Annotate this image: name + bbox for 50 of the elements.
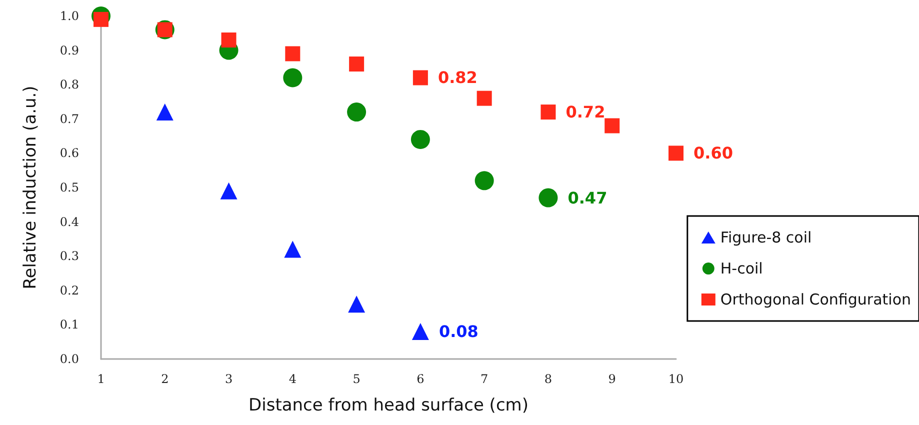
y-tick-label: 0.3 (60, 249, 79, 264)
point (221, 32, 236, 48)
point (283, 68, 302, 88)
point (412, 70, 428, 86)
x-tick-label: 2 (161, 372, 169, 386)
x-tick-label: 10 (668, 372, 684, 386)
x-tick-label: 8 (544, 372, 552, 386)
legend-label: Figure-8 coil (720, 228, 812, 246)
point (156, 104, 174, 121)
y-tick-label: 0.8 (60, 78, 79, 92)
y-axis-title: Relative induction (a.u.) (20, 86, 40, 290)
point (284, 240, 302, 258)
point (94, 12, 108, 27)
y-tick-label: 0.7 (60, 112, 79, 126)
y-tick-label: 0.1 (60, 318, 79, 332)
y-tick-label: 0.9 (60, 43, 79, 58)
y-tick-label: 1.0 (60, 9, 79, 23)
point (349, 56, 364, 72)
x-tick-label: 9 (608, 372, 616, 386)
data-label: 0.60 (694, 144, 733, 163)
y-tick-label: 0.6 (60, 146, 79, 160)
point (412, 323, 429, 340)
data-label: 0.08 (438, 322, 478, 342)
x-tick-label: 7 (480, 372, 488, 386)
point (474, 171, 494, 190)
point (410, 130, 430, 149)
point (540, 104, 556, 120)
point (538, 188, 558, 208)
data-label: 0.47 (568, 188, 608, 208)
point (220, 182, 238, 200)
point (285, 46, 300, 62)
point (476, 90, 492, 106)
y-tick-label: 0.5 (60, 180, 79, 194)
legend-label: H-coil (720, 260, 763, 278)
x-axis-title: Distance from head surface (cm) (248, 396, 528, 416)
point (604, 118, 620, 134)
legend-label: Orthogonal Configuration (720, 290, 912, 308)
x-tick-label: 5 (352, 372, 360, 386)
y-tick-label: 0.2 (60, 283, 79, 298)
y-tick-label: 0.4 (60, 214, 80, 229)
data-label: 0.72 (566, 102, 606, 122)
x-tick-label: 3 (224, 372, 233, 386)
data-label: 0.82 (438, 68, 478, 88)
x-tick-label: 4 (288, 372, 297, 386)
x-tick-label: 6 (416, 372, 424, 386)
y-tick-label: 0.0 (60, 352, 79, 366)
x-tick-label: 1 (97, 372, 105, 386)
point (668, 146, 684, 161)
point (347, 102, 366, 122)
point (348, 296, 366, 313)
